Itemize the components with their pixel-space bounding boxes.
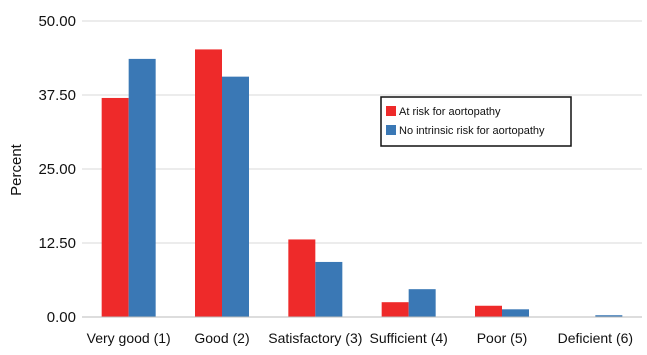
- x-tick-label: Deficient (6): [558, 330, 633, 346]
- bar-no-intrinsic-risk: [128, 58, 156, 317]
- gridlines: [82, 20, 642, 244]
- y-axis-title: Percent: [8, 143, 25, 196]
- bar-at-risk: [101, 97, 129, 318]
- bar-at-risk: [288, 239, 316, 317]
- x-tick-label: Good (2): [194, 330, 249, 346]
- y-tick-label: 25.00: [38, 161, 76, 178]
- bar-no-intrinsic-risk: [315, 261, 343, 317]
- x-tick-label: Satisfactory (3): [268, 330, 362, 346]
- bar-at-risk: [475, 305, 502, 317]
- bar-at-risk: [195, 49, 222, 317]
- y-tick-label: 50.00: [38, 13, 76, 30]
- y-tick-label: 12.50: [38, 235, 76, 252]
- y-tick-label: 0.00: [47, 309, 76, 326]
- legend: At risk for aortopathy No intrinsic risk…: [380, 96, 572, 147]
- x-tick-label: Sufficient (4): [369, 330, 447, 346]
- legend-swatch-no-intrinsic-risk: [386, 125, 396, 135]
- bar-no-intrinsic-risk: [595, 315, 623, 317]
- x-tick-labels: Very good (1) Good (2) Satisfactory (3) Suf…: [87, 330, 633, 346]
- y-tick-label: 37.50: [38, 87, 76, 104]
- legend-label-no-intrinsic-risk: No intrinsic risk for aortopathy: [399, 125, 545, 137]
- legend-label-at-risk: At risk for aortopathy: [399, 106, 501, 118]
- bar-at-risk: [381, 302, 409, 317]
- legend-swatch-at-risk: [386, 106, 396, 116]
- bar-no-intrinsic-risk: [222, 76, 249, 317]
- bar-no-intrinsic-risk: [408, 289, 436, 317]
- x-tick-label: Poor (5): [477, 330, 528, 346]
- y-tick-labels: 0.00 12.50 25.00 37.50 50.00: [38, 13, 76, 326]
- x-tick-label: Very good (1): [87, 330, 171, 346]
- bars: [101, 49, 623, 318]
- legend-box: [380, 96, 572, 147]
- bar-no-intrinsic-risk: [502, 309, 529, 317]
